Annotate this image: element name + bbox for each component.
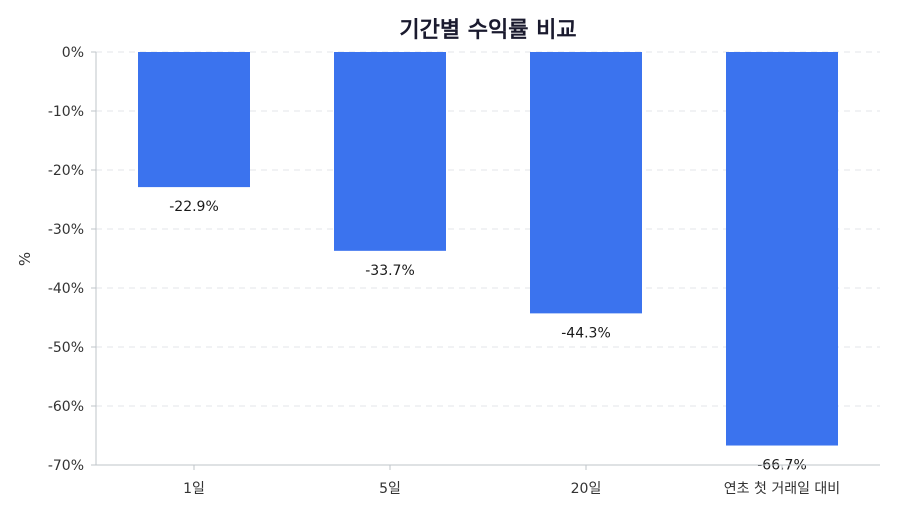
x-tick-label: 20일 bbox=[571, 481, 602, 497]
y-tick-label: -10% bbox=[48, 104, 84, 120]
bar bbox=[726, 52, 838, 446]
y-tick-label: -50% bbox=[48, 340, 84, 356]
data-label: -33.7% bbox=[365, 263, 415, 279]
y-tick-label: -20% bbox=[48, 163, 84, 179]
bar bbox=[530, 52, 642, 314]
x-tick-label: 연초 첫 거래일 대비 bbox=[724, 481, 840, 497]
x-tick-label: 5일 bbox=[379, 481, 401, 497]
bars bbox=[138, 52, 838, 446]
bar bbox=[334, 52, 446, 251]
y-tick-label: -60% bbox=[48, 399, 84, 415]
y-tick-label: -40% bbox=[48, 281, 84, 297]
y-axis-ticks: 0% -10% -20% -30% -40% -50% -60% -70% bbox=[48, 45, 96, 474]
bar bbox=[138, 52, 250, 188]
chart-title: 기간별 수익률 비교 bbox=[399, 18, 576, 43]
y-tick-label: -30% bbox=[48, 222, 84, 238]
data-label: -44.3% bbox=[561, 325, 611, 341]
x-axis-ticks: 1일 5일 20일 연초 첫 거래일 대비 bbox=[183, 465, 840, 497]
y-axis-label: % bbox=[16, 252, 34, 266]
data-labels: -22.9%-33.7%-44.3%-66.7% bbox=[169, 199, 807, 473]
y-tick-label: -70% bbox=[48, 458, 84, 474]
y-tick-label: 0% bbox=[62, 45, 84, 61]
x-tick-label: 1일 bbox=[183, 481, 205, 497]
data-label: -22.9% bbox=[169, 199, 219, 215]
